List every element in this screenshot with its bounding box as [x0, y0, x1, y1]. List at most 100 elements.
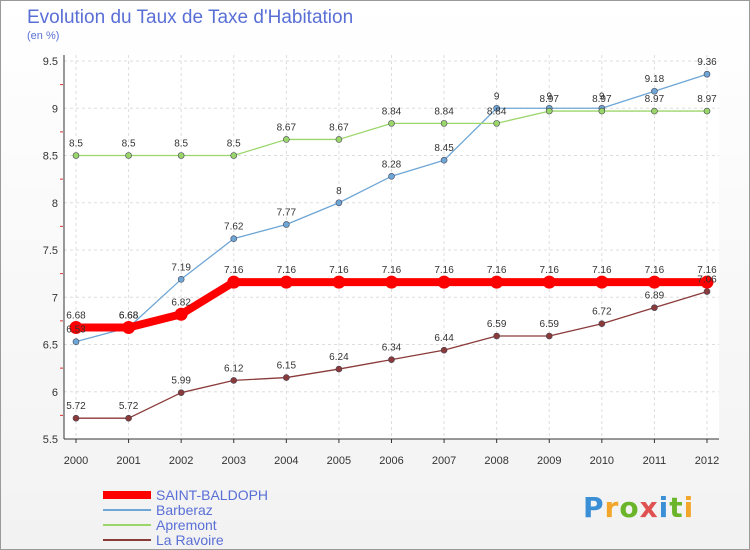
data-point: [545, 332, 553, 340]
logo-letter: r: [604, 491, 620, 524]
data-point: [230, 235, 238, 242]
data-point: [385, 275, 398, 289]
data-label: 8.28: [382, 159, 402, 170]
data-label: 8.84: [434, 106, 454, 117]
x-tick-label: 2002: [169, 455, 193, 467]
data-point: [493, 332, 500, 340]
data-point: [335, 365, 343, 373]
chart-subtitle: (en %): [27, 30, 60, 42]
logo-letter: P: [583, 491, 605, 524]
data-label: 8.67: [277, 122, 297, 133]
logo-letter: t: [669, 491, 684, 524]
chart-title: Evolution du Taux de Taxe d'Habitation: [27, 7, 354, 28]
data-point: [174, 307, 188, 321]
data-label: 6.15: [277, 361, 297, 372]
data-point: [230, 152, 238, 159]
data-label: 8.5: [69, 139, 83, 150]
data-label: 9.18: [645, 74, 665, 85]
legend-label: SAINT-BALDOPH: [156, 487, 268, 503]
data-label: 8.5: [122, 139, 136, 150]
data-label: 6.34: [382, 343, 402, 354]
x-tick-label: 2006: [379, 455, 403, 467]
x-tick-label: 2004: [274, 455, 298, 467]
data-label: 8: [336, 186, 342, 197]
data-label: 7.77: [277, 207, 297, 218]
x-tick-label: 2009: [537, 455, 561, 467]
logo-letter: x: [639, 491, 659, 524]
data-label: 5.72: [66, 401, 86, 412]
data-point: [227, 275, 241, 289]
data-label: 7.16: [329, 265, 349, 276]
logo-letter: i: [683, 491, 695, 524]
data-label: 5.99: [171, 376, 191, 387]
data-point: [542, 275, 556, 289]
data-point: [332, 275, 346, 289]
data-label: 6.12: [224, 363, 244, 374]
data-label: 7.06: [697, 275, 717, 286]
data-label: 9: [494, 91, 500, 102]
data-label: 9: [599, 91, 605, 102]
data-point: [493, 120, 500, 127]
data-point: [283, 136, 290, 143]
data-point: [437, 275, 451, 289]
x-tick-label: 2007: [432, 455, 456, 467]
data-point: [279, 275, 293, 289]
data-label: 7.16: [434, 265, 454, 276]
data-label: 8.67: [329, 122, 349, 133]
legend-label: Apremont: [156, 517, 217, 533]
legend-label: Barberaz: [156, 502, 213, 518]
logo-letter: i: [658, 491, 670, 524]
data-point: [493, 104, 500, 112]
data-point: [388, 356, 395, 363]
data-label: 9.36: [697, 57, 717, 68]
legend-label: La Ravoire: [156, 532, 224, 548]
data-point: [703, 107, 711, 115]
y-tick-label: 6: [52, 387, 58, 399]
data-label: 6.72: [592, 307, 612, 318]
data-label: 7.16: [382, 265, 402, 276]
y-tick-label: 8.5: [43, 151, 58, 163]
x-tick-label: 2011: [643, 455, 667, 467]
data-label: 7.16: [487, 265, 507, 276]
y-tick-label: 7.5: [43, 245, 58, 257]
data-point: [72, 338, 80, 345]
data-point: [545, 107, 553, 115]
x-tick-label: 2012: [695, 455, 719, 467]
data-point: [122, 320, 136, 334]
data-point: [700, 275, 714, 289]
data-label: 7.16: [592, 265, 612, 276]
proxiti-logo: Proxiti: [583, 491, 694, 524]
x-tick-label: 2005: [327, 455, 351, 467]
x-tick-label: 2010: [590, 455, 614, 467]
data-label: 8.5: [227, 139, 241, 150]
y-tick-label: 5.5: [43, 434, 58, 446]
data-label: 6.59: [487, 319, 507, 330]
data-point: [125, 414, 132, 422]
data-point: [72, 414, 80, 422]
data-label: 6.68: [66, 310, 86, 321]
data-label: 8.97: [540, 94, 560, 105]
data-point: [598, 320, 606, 328]
data-point: [440, 346, 448, 354]
logo-letter: o: [619, 491, 640, 524]
data-point: [703, 288, 711, 295]
data-label: 6.24: [329, 352, 349, 363]
data-point: [598, 107, 606, 115]
y-tick-label: 8: [52, 198, 58, 210]
data-label: 7.16: [697, 265, 717, 276]
data-point: [125, 152, 132, 159]
data-point: [177, 389, 185, 396]
data-label: 6.53: [66, 325, 86, 336]
data-point: [490, 275, 504, 289]
data-point: [651, 87, 658, 95]
data-point: [72, 152, 80, 159]
data-label: 8.5: [174, 139, 188, 150]
data-point: [177, 152, 185, 159]
x-tick-label: 2008: [484, 455, 508, 467]
data-label: 8.97: [645, 94, 665, 105]
data-label: 7.16: [645, 265, 665, 276]
data-point: [283, 221, 290, 228]
data-point: [440, 120, 448, 127]
